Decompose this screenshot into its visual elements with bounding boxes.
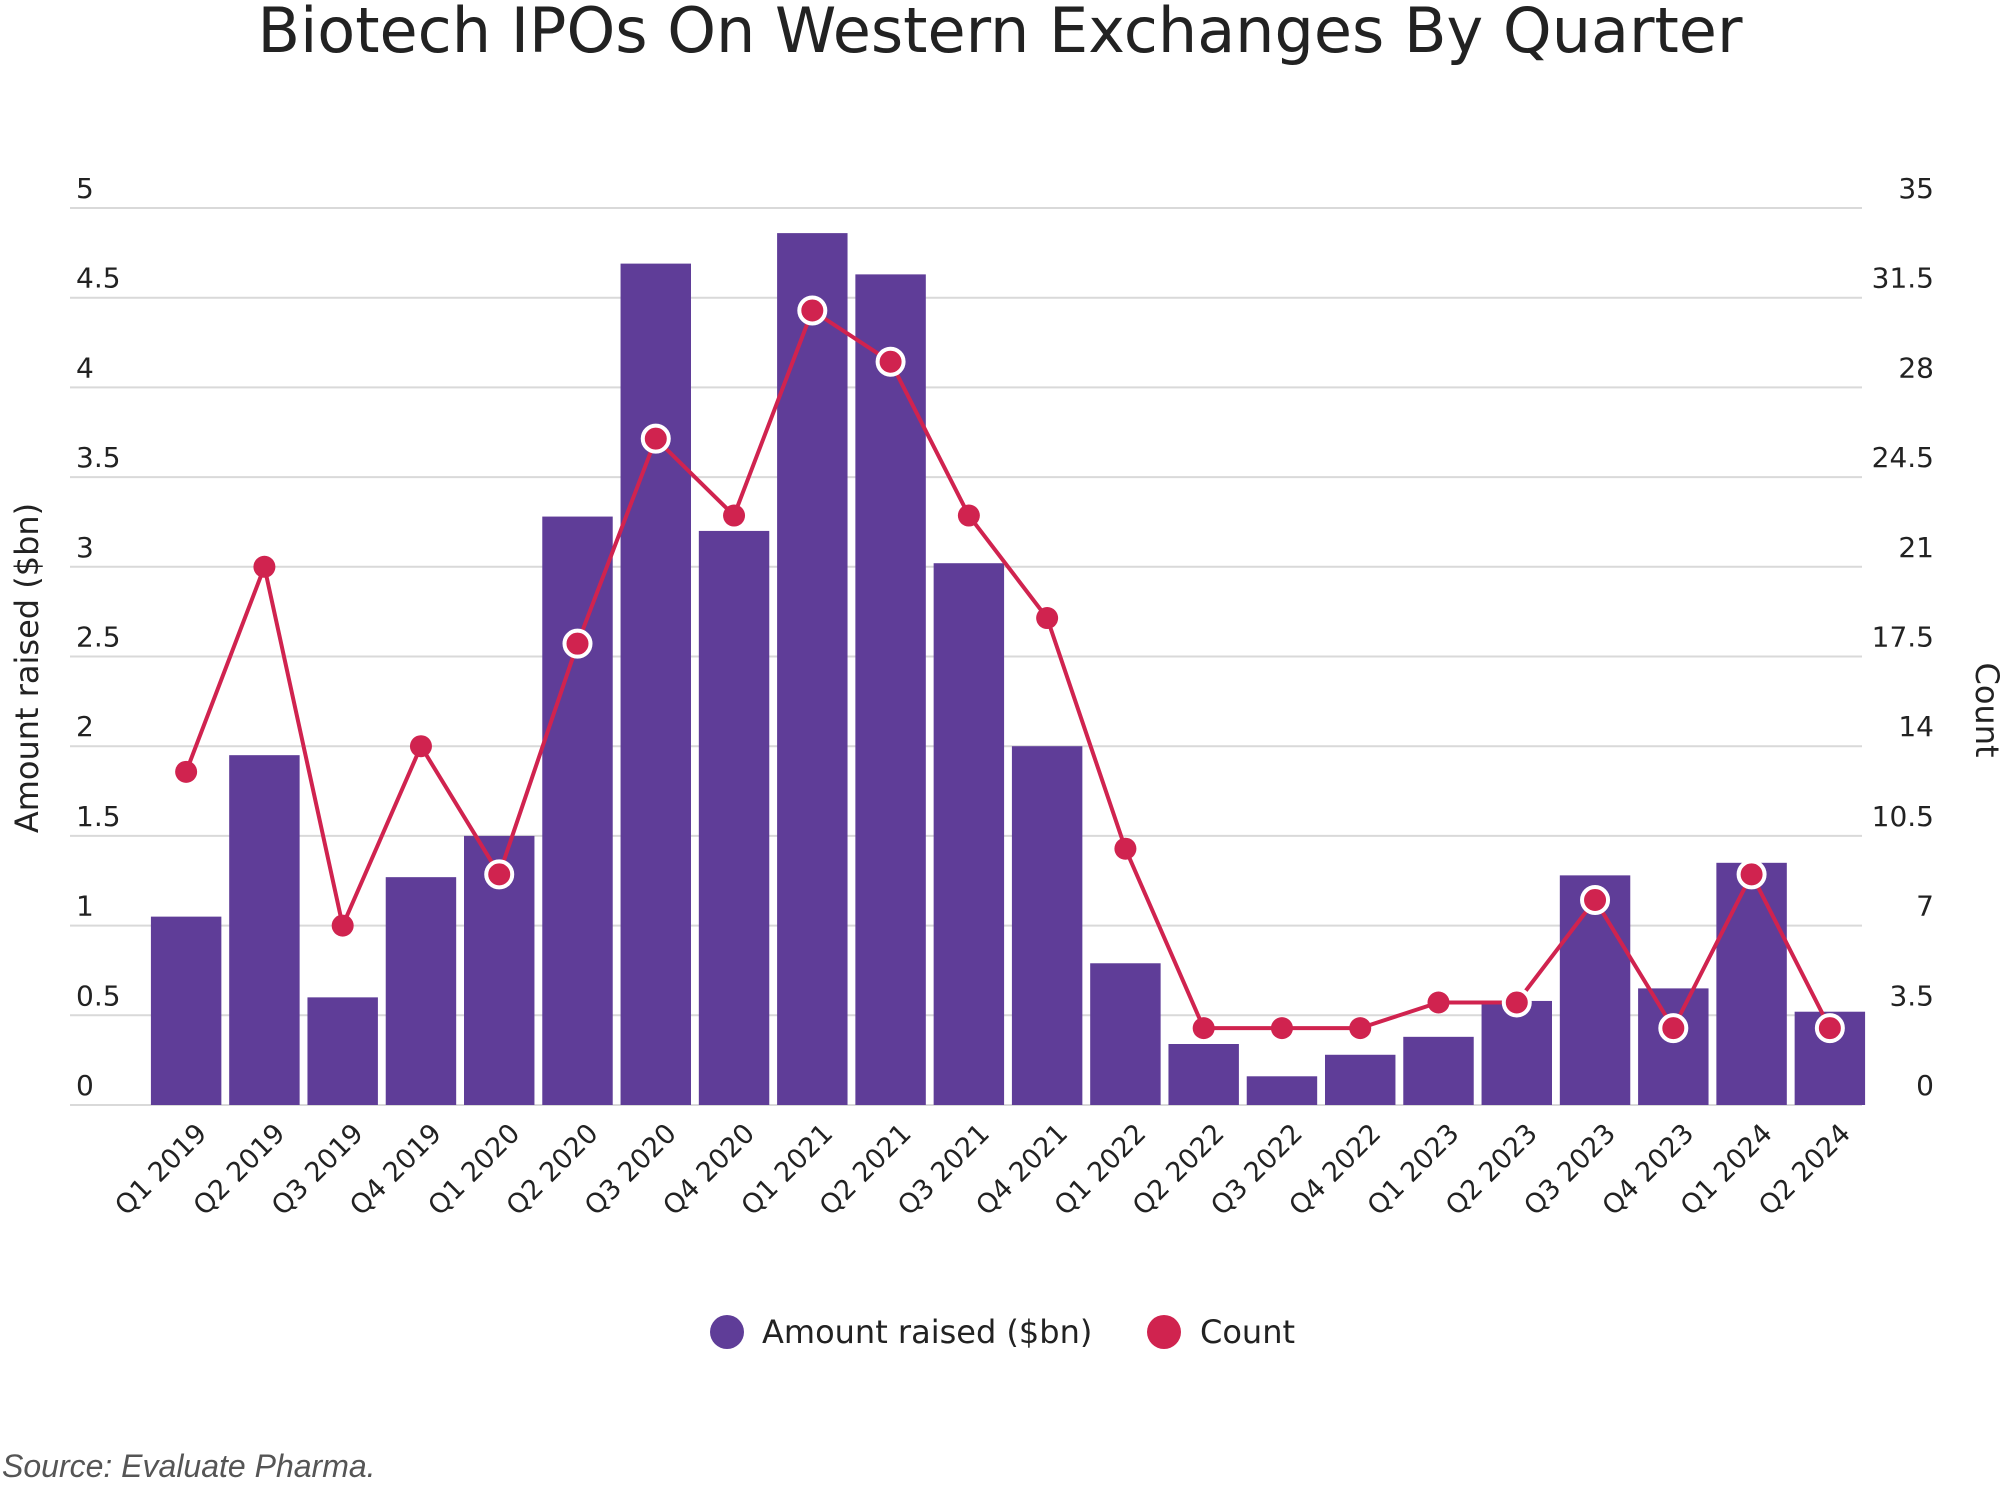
- count-point: [1580, 884, 1611, 915]
- bar: [542, 516, 613, 1105]
- bar: [1403, 1036, 1474, 1105]
- bar: [1246, 1076, 1318, 1105]
- bar: [1011, 746, 1083, 1105]
- bar: [933, 563, 1005, 1105]
- count-point: [1658, 1013, 1689, 1044]
- count-point: [562, 628, 593, 659]
- count-point: [1736, 859, 1767, 890]
- count-point: [1114, 837, 1137, 860]
- y-tick-label-left: 0: [76, 1069, 94, 1102]
- y-tick-label-right: 0: [1916, 1069, 1934, 1102]
- y-tick-label-left: 3: [76, 531, 94, 564]
- count-point: [957, 504, 980, 527]
- bar: [150, 916, 222, 1105]
- count-point: [875, 346, 906, 377]
- bar-series: [150, 233, 1866, 1106]
- legend-label-amount: Amount raised ($bn): [762, 1313, 1092, 1351]
- y-tick-label-right: 7: [1916, 890, 1934, 923]
- count-point: [1036, 607, 1059, 630]
- y-tick-label-right: 21: [1898, 531, 1934, 564]
- y-axis-right-label: Count: [1968, 662, 2000, 757]
- bar: [1168, 1044, 1239, 1105]
- y-tick-label-left: 2: [76, 710, 94, 743]
- bar: [1716, 862, 1787, 1105]
- count-point: [797, 295, 828, 326]
- count-point: [723, 504, 746, 527]
- count-point: [253, 555, 276, 578]
- y-tick-label-right: 35: [1898, 172, 1934, 205]
- count-point: [1501, 987, 1532, 1018]
- bar: [229, 755, 300, 1105]
- count-point: [640, 423, 671, 454]
- count-point: [1427, 991, 1450, 1014]
- y-axis-left-ticks: 0 0.5 1 1.5 2 2.5 3 3.5 4 4.5 5: [76, 172, 121, 1102]
- count-point: [1270, 1017, 1293, 1040]
- y-tick-label-left: 5: [76, 172, 94, 205]
- bar: [698, 530, 770, 1105]
- bar: [1638, 988, 1709, 1105]
- count-point: [409, 735, 432, 758]
- y-tick-label-left: 4.5: [76, 262, 121, 295]
- count-point: [331, 914, 354, 937]
- y-tick-label-left: 0.5: [76, 979, 121, 1012]
- count-point: [1192, 1017, 1215, 1040]
- line-series: [175, 295, 1845, 1044]
- y-tick-label-right: 17.5: [1872, 621, 1934, 654]
- y-tick-label-right: 31.5: [1872, 262, 1934, 295]
- bar: [1325, 1054, 1396, 1105]
- legend: Amount raised ($bn) Count: [710, 1313, 1295, 1351]
- bar: [385, 877, 457, 1105]
- count-point: [484, 859, 515, 890]
- bar: [855, 274, 926, 1105]
- bar: [307, 997, 378, 1105]
- legend-marker-amount: [710, 1315, 744, 1349]
- y-tick-label-left: 2.5: [76, 621, 121, 654]
- bar: [1481, 1000, 1552, 1105]
- bar: [777, 233, 848, 1106]
- y-tick-label-right: 28: [1898, 351, 1934, 384]
- source-note: Source: Evaluate Pharma.: [2, 1448, 376, 1484]
- y-tick-label-left: 1: [76, 890, 94, 923]
- count-point: [1349, 1017, 1372, 1040]
- count-line: [184, 308, 1832, 1031]
- y-tick-label-left: 1.5: [76, 800, 121, 833]
- chart-title: Biotech IPOs On Western Exchanges By Qua…: [258, 0, 1743, 67]
- count-point: [1814, 1013, 1845, 1044]
- y-tick-label-left: 4: [76, 351, 94, 384]
- bar: [620, 263, 691, 1105]
- bar: [1090, 963, 1161, 1105]
- y-axis-right-ticks: 0 3.5 7 10.5 14 17.5 21 24.5 28 31.5 35: [1872, 172, 1934, 1102]
- legend-label-count: Count: [1200, 1313, 1295, 1351]
- y-tick-label-right: 14: [1898, 710, 1934, 743]
- y-tick-label-right: 24.5: [1872, 441, 1934, 474]
- y-tick-label-right: 3.5: [1889, 979, 1934, 1012]
- y-tick-label-right: 10.5: [1872, 800, 1934, 833]
- y-axis-left-label: Amount raised ($bn): [8, 503, 46, 833]
- legend-marker-count: [1147, 1315, 1181, 1349]
- count-point: [175, 760, 198, 783]
- y-tick-label-left: 3.5: [76, 441, 121, 474]
